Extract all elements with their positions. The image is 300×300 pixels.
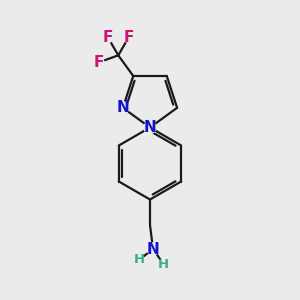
Circle shape [102, 32, 113, 43]
Circle shape [93, 57, 104, 68]
Text: H: H [158, 257, 169, 271]
Circle shape [159, 260, 168, 268]
Text: N: N [147, 242, 159, 256]
Text: F: F [93, 55, 104, 70]
Circle shape [123, 32, 134, 43]
Text: N: N [144, 120, 156, 135]
Text: H: H [134, 253, 145, 266]
Text: F: F [124, 30, 134, 45]
Circle shape [147, 243, 159, 255]
Circle shape [135, 255, 144, 264]
Text: N: N [116, 100, 129, 115]
Circle shape [117, 102, 129, 114]
Text: F: F [103, 30, 113, 45]
Circle shape [144, 122, 156, 134]
